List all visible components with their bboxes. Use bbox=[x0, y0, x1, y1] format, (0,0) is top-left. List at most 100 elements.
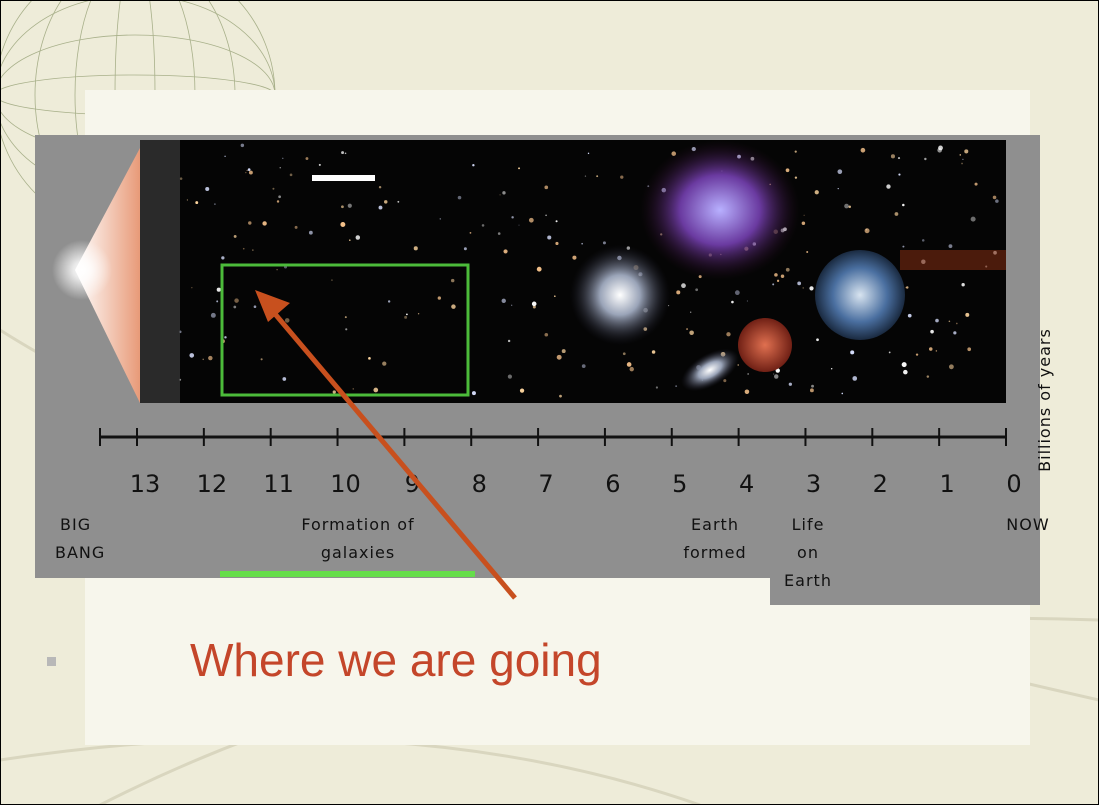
star bbox=[837, 169, 843, 175]
star bbox=[775, 368, 780, 373]
star bbox=[202, 358, 204, 361]
star bbox=[233, 305, 237, 309]
star bbox=[501, 298, 506, 304]
star bbox=[961, 162, 963, 165]
star bbox=[962, 158, 964, 161]
star bbox=[797, 281, 802, 286]
star bbox=[518, 224, 520, 226]
star bbox=[547, 235, 552, 240]
star bbox=[774, 374, 779, 379]
star bbox=[413, 246, 418, 251]
star bbox=[545, 214, 547, 217]
star bbox=[992, 195, 997, 200]
star bbox=[774, 273, 778, 277]
star bbox=[189, 353, 195, 358]
star bbox=[437, 296, 441, 300]
star bbox=[555, 220, 558, 223]
star bbox=[747, 373, 749, 375]
star bbox=[242, 247, 245, 250]
spiral-galaxy bbox=[570, 245, 670, 345]
star bbox=[788, 382, 792, 386]
star bbox=[689, 330, 694, 336]
star bbox=[894, 212, 899, 216]
star bbox=[272, 187, 275, 190]
star bbox=[773, 373, 775, 375]
star bbox=[561, 349, 566, 354]
star bbox=[629, 366, 634, 372]
star bbox=[368, 356, 371, 360]
star bbox=[344, 152, 347, 155]
star bbox=[221, 256, 225, 260]
star bbox=[248, 221, 252, 225]
star bbox=[406, 313, 408, 316]
star bbox=[581, 242, 583, 245]
star bbox=[584, 175, 587, 177]
star bbox=[844, 203, 849, 209]
star bbox=[451, 304, 456, 309]
star bbox=[948, 244, 953, 249]
star bbox=[511, 304, 513, 306]
star bbox=[332, 390, 336, 394]
bullet bbox=[47, 657, 56, 666]
star bbox=[544, 332, 549, 337]
star bbox=[186, 199, 188, 201]
star bbox=[907, 313, 912, 318]
star bbox=[930, 329, 934, 334]
star bbox=[216, 287, 221, 292]
star bbox=[811, 384, 815, 388]
star bbox=[780, 274, 785, 278]
star bbox=[318, 163, 321, 166]
star bbox=[260, 358, 263, 361]
young-planet bbox=[738, 318, 792, 372]
star bbox=[253, 305, 257, 309]
star bbox=[852, 376, 858, 381]
tick-label: 7 bbox=[538, 470, 553, 498]
star bbox=[746, 300, 748, 302]
star bbox=[252, 249, 254, 251]
star bbox=[841, 392, 844, 395]
star bbox=[382, 361, 387, 366]
star bbox=[294, 225, 298, 229]
star bbox=[262, 221, 267, 226]
star bbox=[507, 374, 512, 379]
label: Life bbox=[792, 515, 825, 534]
star bbox=[785, 267, 790, 272]
star bbox=[803, 214, 805, 216]
dark-age bbox=[140, 140, 180, 403]
star bbox=[499, 194, 501, 196]
axis-unit: Billions of years bbox=[1035, 328, 1054, 472]
star bbox=[897, 157, 901, 160]
star bbox=[626, 362, 632, 367]
star bbox=[450, 278, 455, 283]
star bbox=[205, 187, 210, 192]
star bbox=[344, 316, 347, 319]
star bbox=[556, 354, 562, 360]
star bbox=[378, 205, 383, 210]
star bbox=[848, 205, 851, 208]
star bbox=[276, 269, 278, 271]
star bbox=[785, 168, 790, 173]
star bbox=[776, 279, 780, 283]
star bbox=[397, 200, 400, 203]
star bbox=[247, 168, 251, 171]
tick-label: 10 bbox=[330, 470, 361, 498]
star bbox=[890, 154, 895, 159]
star bbox=[502, 191, 506, 195]
star bbox=[555, 241, 559, 246]
star bbox=[898, 173, 901, 176]
star bbox=[948, 364, 954, 370]
star bbox=[305, 157, 309, 160]
galaxies-underline bbox=[220, 571, 475, 577]
star bbox=[308, 230, 313, 235]
star bbox=[620, 175, 624, 179]
star bbox=[926, 375, 930, 378]
star bbox=[974, 182, 978, 186]
star bbox=[349, 239, 351, 241]
star bbox=[814, 190, 819, 195]
star bbox=[581, 364, 586, 368]
star bbox=[341, 151, 345, 155]
scale-bar bbox=[312, 175, 375, 181]
star bbox=[921, 239, 925, 242]
nebula bbox=[640, 140, 800, 280]
star bbox=[355, 235, 361, 240]
